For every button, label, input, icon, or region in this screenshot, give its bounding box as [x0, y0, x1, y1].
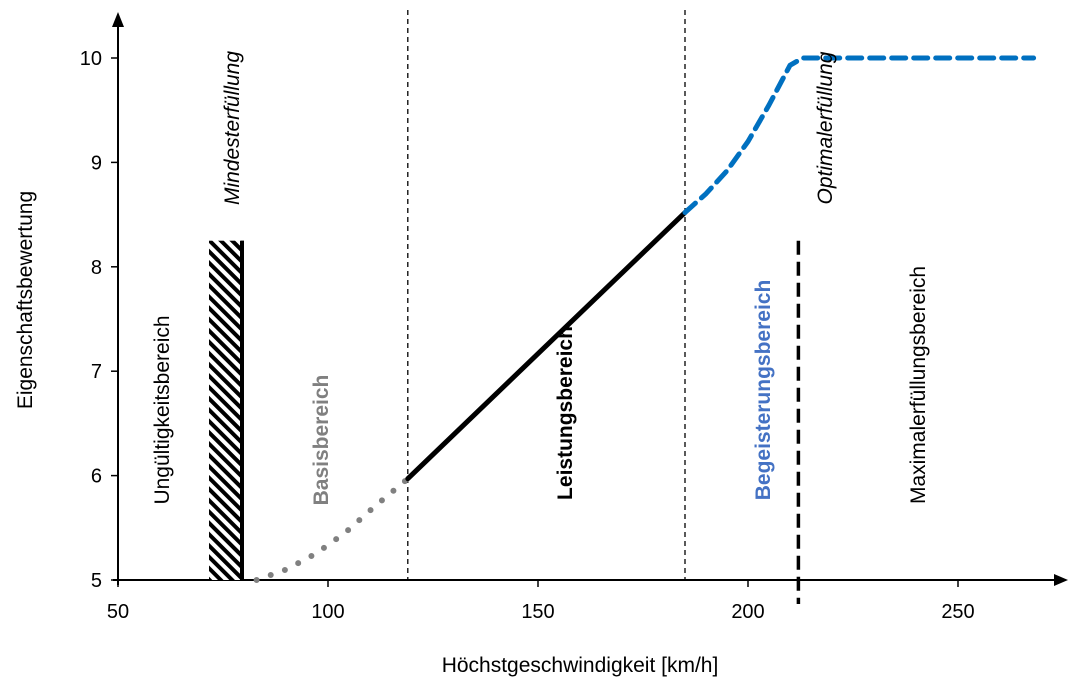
- mindesterfuellung-label: Mindesterfüllung: [221, 51, 244, 205]
- region-label-ungueltigkeit: Ungültigkeitsbereich: [151, 315, 174, 504]
- x-tick-label: 250: [941, 601, 974, 623]
- y-tick-label: 7: [91, 361, 102, 383]
- series-dashed-line: [682, 55, 1037, 215]
- region-label-maximalerfuellung: Maximalerfüllungsbereich: [907, 266, 930, 504]
- tick-group: 50 100 150 200 250 5 6 7 8 9 10: [80, 48, 975, 623]
- x-axis-arrow: [1054, 574, 1068, 586]
- y-tick-label: 8: [91, 257, 102, 279]
- x-tick-label: 50: [107, 601, 129, 623]
- y-axis-arrow: [112, 12, 124, 27]
- y-tick-label: 10: [80, 48, 102, 70]
- mindesterfuellung-hatched-bar: [209, 240, 244, 580]
- series-dotted-line: [253, 475, 411, 583]
- region-label-basis: Basisbereich: [310, 375, 333, 506]
- series-group: [253, 55, 1037, 583]
- y-tick-label: 6: [91, 466, 102, 488]
- x-axis-title: Höchstgeschwindigkeit [km/h]: [442, 654, 719, 677]
- x-tick-label: 150: [521, 601, 554, 623]
- series-solid-line: [405, 210, 688, 482]
- x-tick-label: 200: [731, 601, 764, 623]
- boundary-group: [209, 10, 801, 604]
- optimalerfuellung-label: Optimalerfüllung: [814, 51, 837, 204]
- y-tick-label: 5: [91, 570, 102, 592]
- y-tick-label: 9: [91, 152, 102, 174]
- x-tick-label: 100: [311, 601, 344, 623]
- region-label-leistung: Leistungsbereich: [554, 326, 577, 500]
- region-label-begeisterung: Begeisterungsbereich: [752, 280, 775, 501]
- y-axis-title: Eigenschaftsbewertung: [14, 191, 37, 409]
